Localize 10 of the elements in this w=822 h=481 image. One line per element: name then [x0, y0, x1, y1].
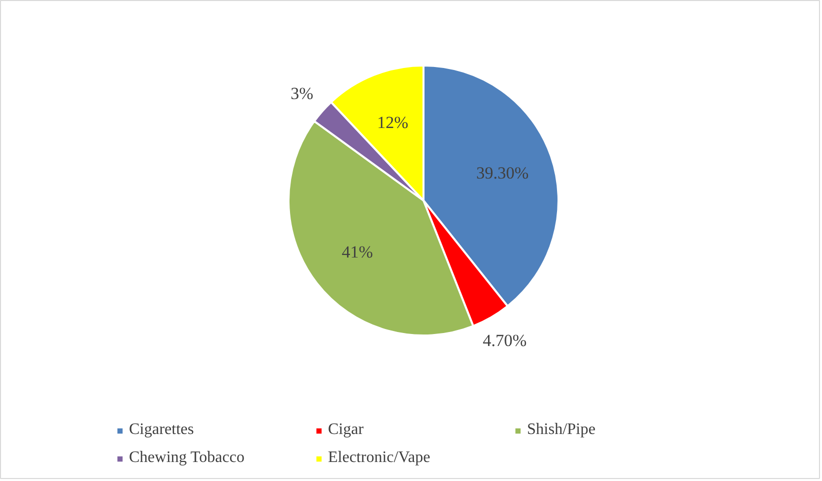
legend-label: Chewing Tobacco: [129, 449, 246, 467]
data-label: 3%: [290, 84, 314, 103]
data-label: 12%: [377, 113, 408, 132]
legend-label: Electronic/Vape: [328, 449, 432, 467]
legend-label: Cigar: [328, 421, 365, 439]
legend-label: Shish/Pipe: [527, 421, 596, 439]
legend-label: Cigarettes: [129, 421, 195, 439]
data-label: 39.30%: [476, 163, 529, 182]
data-label: 41%: [342, 242, 373, 262]
data-label: 4.70%: [482, 331, 527, 350]
